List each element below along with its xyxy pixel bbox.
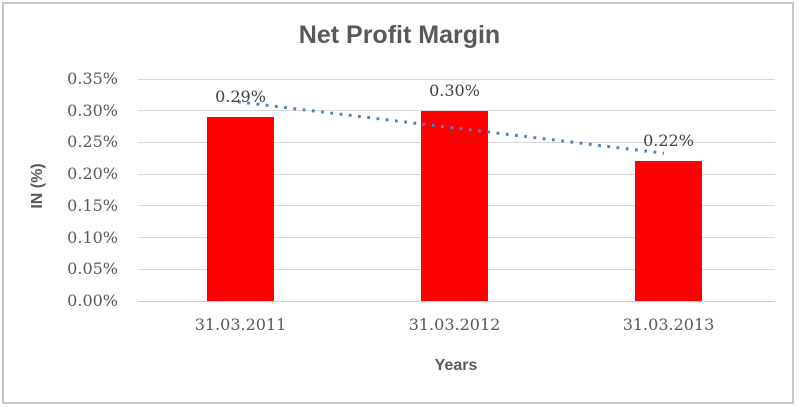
chart-title: Net Profit Margin bbox=[298, 21, 501, 49]
y-tick-label: 0.00% bbox=[67, 291, 118, 310]
bar[interactable] bbox=[421, 110, 488, 301]
x-tick-label: 31.03.2011 bbox=[194, 315, 287, 334]
x-tick-label: 31.03.2013 bbox=[622, 315, 715, 334]
y-tick-label: 0.15% bbox=[67, 195, 118, 215]
x-tick-label: 31.03.2012 bbox=[408, 315, 501, 334]
data-label: 0.30% bbox=[429, 80, 480, 100]
bar[interactable] bbox=[635, 161, 702, 301]
y-tick-label: 0.10% bbox=[67, 227, 118, 247]
gridline bbox=[138, 78, 775, 80]
y-tick-label: 0.30% bbox=[67, 100, 118, 120]
y-tick-label: 0.35% bbox=[67, 69, 118, 88]
y-tick-label: 0.05% bbox=[67, 259, 118, 279]
data-label: 0.29% bbox=[215, 87, 266, 107]
x-axis-line bbox=[138, 300, 775, 302]
x-axis-title: Years bbox=[434, 357, 478, 374]
y-tick-label: 0.25% bbox=[67, 132, 118, 152]
y-tick-label: 0.20% bbox=[67, 164, 118, 184]
bar[interactable] bbox=[207, 117, 274, 301]
data-label: 0.22% bbox=[643, 131, 694, 151]
